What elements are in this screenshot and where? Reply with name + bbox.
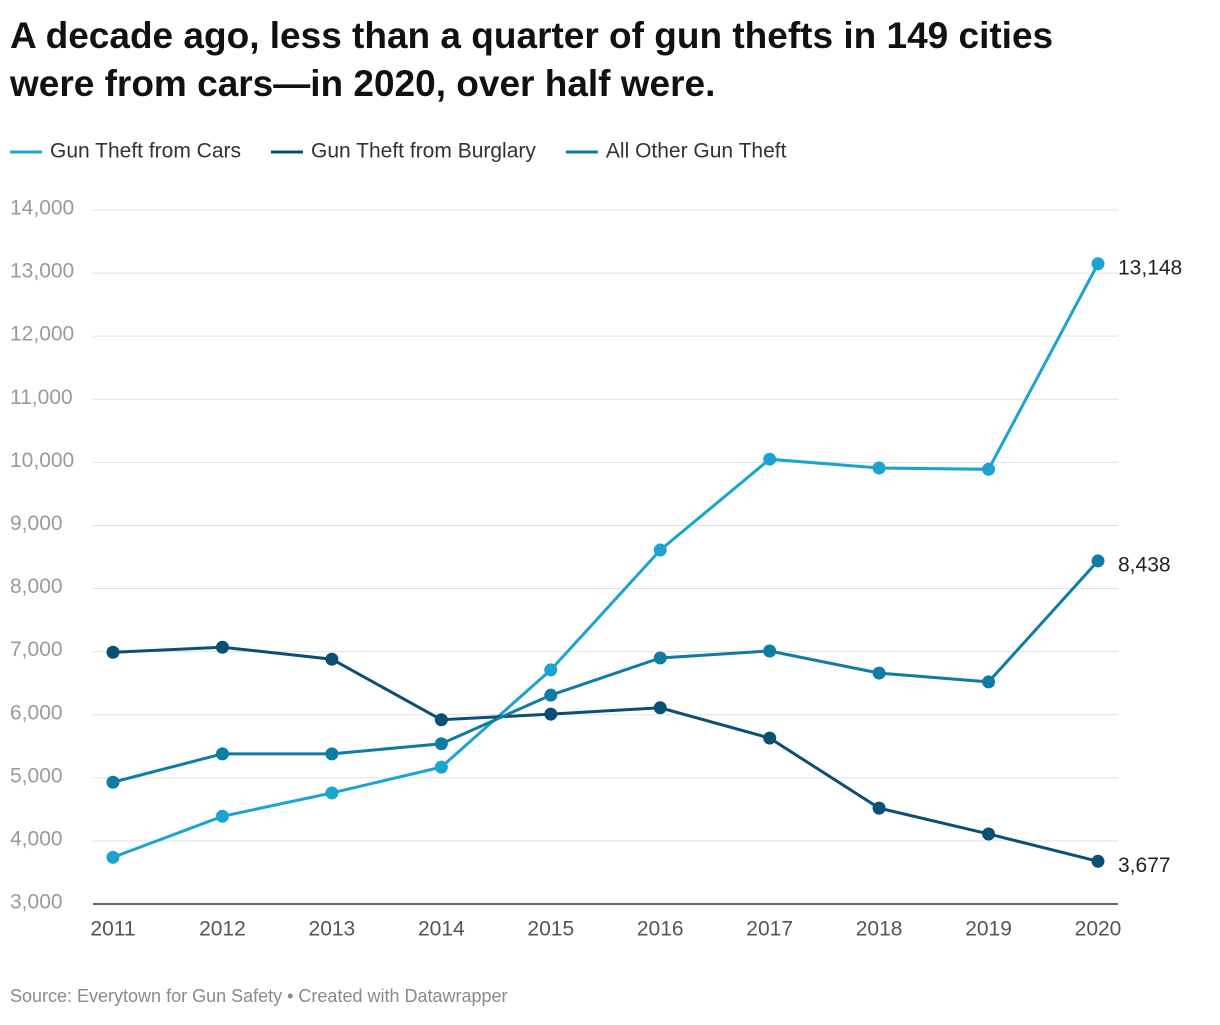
data-point [106,775,120,789]
data-point [982,675,996,689]
data-point [325,786,339,800]
legend-label: Gun Theft from Cars [50,140,241,163]
data-point [653,543,667,557]
data-point [544,663,558,677]
series-line [112,263,1100,859]
data-point [653,651,667,665]
y-tick-label: 5,000 [10,764,63,787]
series-line [112,645,1099,863]
y-tick-label: 10,000 [10,449,74,472]
x-tick-label: 2014 [418,918,465,941]
y-tick-label: 12,000 [10,323,74,346]
data-point [434,760,448,774]
data-point [982,827,996,841]
data-point [1091,554,1105,568]
source: Source: Everytown for Gun Safety • Creat… [10,986,508,1006]
data-point [763,731,777,745]
chart-title: A decade ago, less than a quarter of gun… [9,15,1053,104]
data-point [1091,257,1105,271]
data-point [325,747,339,761]
y-tick-label: 6,000 [10,701,63,724]
y-tick-label: 9,000 [10,512,63,535]
data-point [106,850,120,864]
y-tick-label: 13,000 [10,260,74,283]
legend-label: All Other Gun Theft [606,140,787,163]
data-point [434,713,448,727]
y-tick-label: 8,000 [10,575,63,598]
data-point [215,640,229,654]
legend-label: Gun Theft from Burglary [311,140,536,163]
data-point [325,652,339,666]
x-tick-label: 2012 [199,918,246,941]
data-point [982,462,996,476]
y-tick-label: 4,000 [10,827,63,850]
y-tick-label: 14,000 [10,197,74,220]
data-point [763,452,777,466]
data-point [215,809,229,823]
x-tick-label: 2020 [1075,918,1122,941]
data-point [544,688,558,702]
data-point [872,666,886,680]
x-tick-label: 2019 [965,918,1012,941]
y-tick-label: 7,000 [10,638,63,661]
x-tick-label: 2018 [856,918,903,941]
data-point [544,707,558,721]
data-point [653,701,667,715]
data-point [1091,854,1105,868]
x-tick-label: 2015 [527,918,574,941]
value-label: 13,148 [1118,256,1182,279]
x-tick-label: 2016 [637,918,684,941]
x-tick-label: 2011 [90,918,135,941]
data-point [872,461,886,475]
data-point [434,737,448,751]
value-label: 3,677 [1118,854,1171,877]
x-tick-label: 2017 [746,918,793,941]
data-point [763,644,777,658]
series-line [112,559,1100,784]
data-point [215,747,229,761]
y-tick-label: 11,000 [10,386,73,409]
x-tick-label: 2013 [309,918,356,941]
data-point [872,801,886,815]
data-point [106,645,120,659]
value-label: 8,438 [1118,553,1171,576]
y-tick-label: 3,000 [10,891,63,914]
